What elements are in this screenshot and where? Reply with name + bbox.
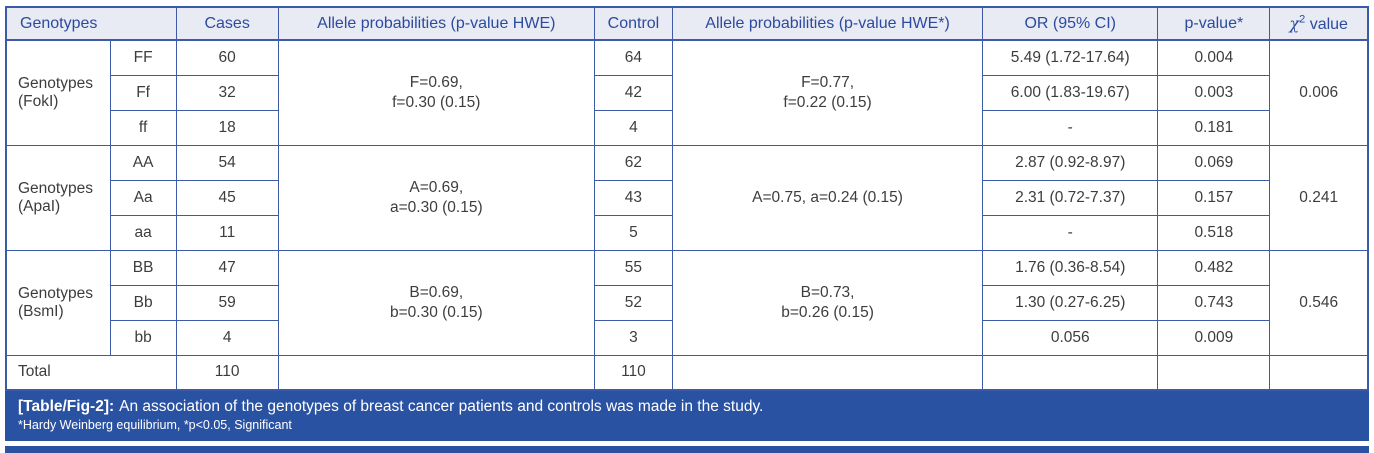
or-cell: - (982, 109, 1159, 146)
col-header-allele-cases: Allele probabilities (p-value HWE) (277, 6, 595, 41)
genotype-group-cell: Genotypes (ApaI) (5, 144, 111, 251)
chi-square-cell: 0.546 (1269, 249, 1369, 356)
table-row: ff 18 4 - 0.181 (6, 109, 1368, 146)
control-cell: 43 (593, 179, 673, 216)
col-header-or: OR (95% CI) (982, 6, 1159, 41)
caption-text: An association of the genotypes of breas… (119, 398, 764, 415)
or-cell: - (982, 214, 1159, 251)
cases-cell: 11 (175, 214, 279, 251)
or-cell: 6.00 (1.83-19.67) (982, 74, 1159, 111)
chi-square-cell: 0.006 (1269, 39, 1369, 146)
col-header-genotypes: Genotypes (5, 6, 177, 41)
col-header-control: Control (593, 6, 673, 41)
p-value-cell: 0.009 (1157, 319, 1271, 356)
p-value-cell: 0.157 (1157, 179, 1271, 216)
allele-probabilities-control-cell: A=0.75, a=0.24 (0.15) (671, 144, 984, 251)
genotype-cell: FF (109, 39, 177, 76)
p-value-cell: 0.003 (1157, 74, 1271, 111)
total-label-cell: Total (5, 354, 177, 391)
allele-probabilities-cases-cell: A=0.69, a=0.30 (0.15) (277, 144, 595, 251)
control-cell: 5 (593, 214, 673, 251)
cases-cell: 32 (175, 74, 279, 111)
caption-bar: [Table/Fig-2]: An association of the geno… (5, 391, 1369, 441)
control-cell: 42 (593, 74, 673, 111)
col-header-cases: Cases (175, 6, 279, 41)
genotype-cell: AA (109, 144, 177, 181)
cases-cell: 54 (175, 144, 279, 181)
control-cell: 62 (593, 144, 673, 181)
or-cell: 2.31 (0.72-7.37) (982, 179, 1159, 216)
genotype-cell: aa (109, 214, 177, 251)
total-control-cell: 110 (593, 354, 673, 391)
p-value-cell: 0.518 (1157, 214, 1271, 251)
total-cases-cell: 110 (175, 354, 279, 391)
genotype-cell: bb (109, 319, 177, 356)
p-value-cell: 0.069 (1157, 144, 1271, 181)
control-cell: 4 (593, 109, 673, 146)
or-cell: 0.056 (982, 319, 1159, 356)
genotype-group-cell: Genotypes (FokI) (5, 39, 111, 146)
control-cell: 55 (593, 249, 673, 286)
cases-cell: 45 (175, 179, 279, 216)
empty-cell (1269, 354, 1369, 391)
table-row: Aa 45 43 2.31 (0.72-7.37) 0.157 (6, 179, 1368, 216)
allele-probabilities-control-cell: F=0.77, f=0.22 (0.15) (671, 39, 984, 146)
genotype-cell: Ff (109, 74, 177, 111)
empty-cell (277, 354, 595, 391)
p-value-cell: 0.181 (1157, 109, 1271, 146)
allele-probabilities-cases-cell: B=0.69, b=0.30 (0.15) (277, 249, 595, 356)
allele-probabilities-control-cell: B=0.73, b=0.26 (0.15) (671, 249, 984, 356)
col-header-p-value: p-value* (1157, 6, 1271, 41)
cases-cell: 60 (175, 39, 279, 76)
chi-superscript: 2 (1299, 13, 1306, 26)
empty-cell (982, 354, 1159, 391)
empty-cell (1157, 354, 1271, 391)
chi-label-rest: value (1305, 15, 1348, 33)
cases-cell: 4 (175, 319, 279, 356)
p-value-cell: 0.743 (1157, 284, 1271, 321)
allele-probabilities-cases-cell: F=0.69, f=0.30 (0.15) (277, 39, 595, 146)
header-row: Genotypes Cases Allele probabilities (p-… (5, 6, 1369, 41)
bottom-accent-bar (5, 446, 1369, 453)
table-row: Genotypes (BsmI) BB 47 B=0.69, b=0.30 (0… (5, 249, 1369, 356)
p-value-cell: 0.482 (1157, 249, 1271, 286)
genotype-cell: BB (109, 249, 177, 286)
total-row: Total 110 110 (5, 354, 1369, 391)
or-cell: 2.87 (0.92-8.97) (982, 144, 1159, 181)
col-header-chi-square: χ2 value (1269, 6, 1369, 41)
or-cell: 5.49 (1.72-17.64) (982, 39, 1159, 76)
table-body: Genotypes (FokI) FF 60 F=0.69, f=0.30 (0… (5, 39, 1369, 391)
table-row: Ff 32 42 6.00 (1.83-19.67) 0.003 (6, 74, 1368, 111)
cases-cell: 47 (175, 249, 279, 286)
caption-title: [Table/Fig-2]: An association of the geno… (18, 397, 1356, 416)
or-cell: 1.30 (0.27-6.25) (982, 284, 1159, 321)
table-header: Genotypes Cases Allele probabilities (p-… (5, 6, 1369, 41)
genotype-cell: Aa (109, 179, 177, 216)
cases-cell: 18 (175, 109, 279, 146)
genotype-cell: ff (109, 109, 177, 146)
chi-symbol: χ (1289, 13, 1300, 33)
table-row: Genotypes (ApaI) AA 54 A=0.69, a=0.30 (0… (5, 144, 1369, 251)
table-row: bb 4 3 0.056 0.009 (6, 319, 1368, 356)
table-fig-label: [Table/Fig-2]: (18, 398, 115, 415)
col-header-allele-control: Allele probabilities (p-value HWE*) (671, 6, 984, 41)
or-cell: 1.76 (0.36-8.54) (982, 249, 1159, 286)
control-cell: 3 (593, 319, 673, 356)
cases-cell: 59 (175, 284, 279, 321)
empty-cell (671, 354, 984, 391)
control-cell: 64 (593, 39, 673, 76)
genotype-cell: Bb (109, 284, 177, 321)
control-cell: 52 (593, 284, 673, 321)
p-value-cell: 0.004 (1157, 39, 1271, 76)
genotype-association-table: Genotypes Cases Allele probabilities (p-… (5, 6, 1369, 391)
caption-footnote: *Hardy Weinberg equilibrium, *p<0.05, Si… (18, 418, 292, 433)
table-row: Genotypes (FokI) FF 60 F=0.69, f=0.30 (0… (5, 39, 1369, 146)
genotype-group-cell: Genotypes (BsmI) (5, 249, 111, 356)
table-row: aa 11 5 - 0.518 (6, 214, 1368, 251)
chi-square-cell: 0.241 (1269, 144, 1369, 251)
